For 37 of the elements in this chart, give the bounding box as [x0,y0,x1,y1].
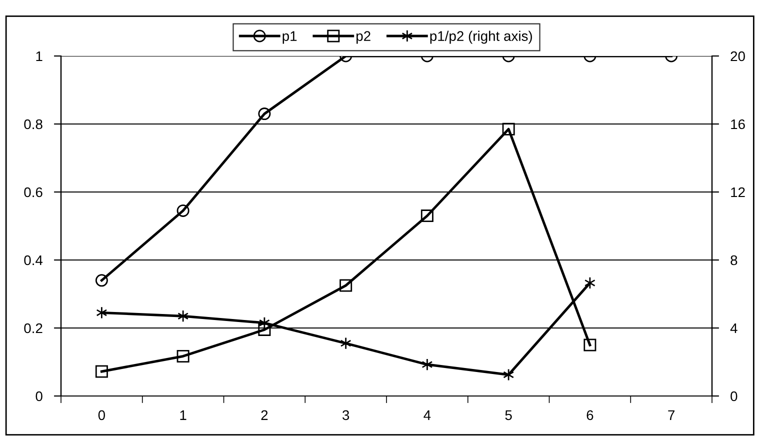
legend-label: p2 [356,31,370,44]
x-tick-label: 3 [342,410,350,420]
y-tick-label: 0.8 [24,119,42,130]
x-tick-label: 7 [668,410,674,420]
point [96,306,108,319]
x-tick-label: 0 [98,410,106,420]
point [178,310,189,322]
y-tick-label: 1 [36,51,42,62]
point [176,350,190,362]
y2-tick-label: 20 [730,51,745,62]
y-tick-label: 0 [36,391,42,402]
y2-tick-label: 16 [731,119,745,130]
point [584,338,596,352]
point [503,368,514,381]
x-tick-label: 5 [505,410,512,420]
y2-tick-label: 8 [730,255,738,266]
point [95,365,108,378]
y2-tick-label: 0 [730,391,738,402]
point [258,323,271,336]
y2-tick-label: 4 [730,323,738,334]
point [95,274,108,287]
point [422,358,433,371]
point [584,276,596,290]
x-tick-label: 1 [180,410,186,420]
y2-tick-label: 12 [731,187,745,198]
point [340,337,352,350]
point [420,210,434,222]
legend-label: p1 [282,31,297,44]
legend-label: p1/p2 (right axis) [430,30,532,44]
y-tick-label: 0.4 [24,255,43,266]
point [176,204,190,217]
point [340,279,352,292]
x-tick-label: 6 [586,410,594,420]
y-tick-label: 0.2 [24,323,42,334]
y-tick-label: 0.6 [24,187,42,198]
x-tick-label: 4 [424,410,431,420]
x-tick-label: 2 [261,410,268,420]
